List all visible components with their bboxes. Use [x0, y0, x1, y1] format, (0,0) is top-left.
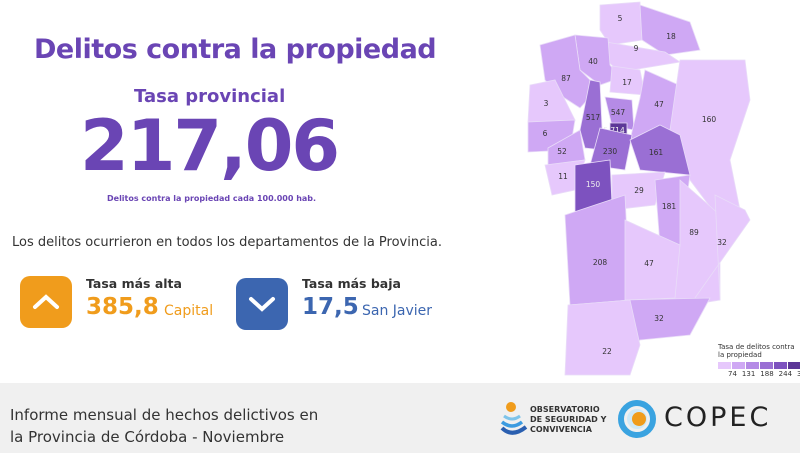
department-value-label: 87	[561, 74, 571, 83]
department-value-label: 150	[586, 180, 601, 189]
department-value-label: 208	[593, 258, 608, 267]
rate-note: Delitos contra la propiedad cada 100.000…	[107, 194, 317, 203]
copec-logo-text: COPEC	[664, 402, 772, 433]
subtitle: Tasa provincial	[134, 86, 286, 107]
page-title: Delitos contra la propiedad	[34, 34, 437, 65]
highest-value: 385,8	[86, 294, 159, 320]
department-value-label: 29	[634, 186, 644, 195]
legend-tick: 131	[741, 370, 756, 378]
legend-swatch	[732, 362, 745, 369]
department-value-label: 18	[666, 32, 676, 41]
legend-swatch	[746, 362, 759, 369]
lowest-place: San Javier	[362, 303, 433, 319]
department-value-label: 32	[654, 314, 664, 323]
observatorio-logo-icon	[500, 402, 528, 435]
department-region	[589, 127, 633, 171]
department-region	[639, 4, 701, 56]
legend-swatch	[774, 362, 787, 369]
footer-text: Informe mensual de hechos delictivos en …	[10, 404, 318, 448]
department-region	[564, 194, 631, 306]
highest-place: Capital	[164, 303, 214, 319]
legend-tick: 188	[760, 370, 774, 378]
legend-tick: 244	[778, 370, 793, 378]
legend-title: Tasa de delitos contra la propiedad	[718, 343, 795, 359]
department-value-label: 6	[543, 129, 548, 138]
department-region	[629, 124, 691, 176]
legend-swatch	[788, 362, 800, 369]
legend-tick: 74	[728, 370, 737, 378]
department-value-label: 52	[557, 147, 567, 156]
department-value-label: 160	[702, 115, 717, 124]
lowest-value: 17,5	[302, 294, 359, 320]
department-value-label: 89	[689, 228, 699, 237]
department-value-label: 181	[662, 202, 677, 211]
department-value-label: 17	[622, 78, 632, 87]
chevron-down-icon	[236, 278, 288, 330]
department-value-label: 547	[611, 108, 626, 117]
department-value-label: 161	[649, 148, 664, 157]
summary-text: Los delitos ocurrieron en todos los depa…	[12, 235, 442, 250]
department-region	[624, 219, 681, 301]
choropleth-map: 5 18 9 40 87 17 3 547 517 47 160 6 5 714 52 230 161 11 15…	[527, 1, 800, 376]
department-value-label: 11	[558, 172, 568, 181]
department-value-label: 9	[634, 44, 639, 53]
department-region	[564, 299, 641, 376]
department-value-label: 47	[644, 259, 654, 268]
department-value-label: 22	[602, 347, 612, 356]
department-value-label: 230	[603, 147, 618, 156]
department-value-label: 40	[588, 57, 598, 66]
footer-line1: Informe mensual de hechos delictivos en	[10, 406, 319, 424]
copec-logo-icon	[618, 400, 656, 438]
footer	[0, 383, 800, 453]
department-value-label: 3	[544, 99, 549, 108]
department-region	[689, 194, 751, 306]
observatorio-logo-text: OBSERVATORIO DE SEGURIDAD Y CONVIVENCIA	[530, 405, 607, 434]
legend-swatch	[718, 362, 731, 369]
legend-tick: 301	[797, 370, 800, 378]
legend-ticks: 74 131 188 244 301	[728, 370, 800, 378]
department-value-label: 47	[654, 100, 664, 109]
provincial-rate: 217,06	[80, 105, 340, 187]
lowest-label: Tasa más baja	[302, 276, 401, 291]
chevron-up-icon	[20, 276, 72, 328]
legend-swatch	[760, 362, 773, 369]
department-value-label: 32	[717, 238, 727, 247]
highest-label: Tasa más alta	[86, 276, 182, 291]
department-value-label: 517	[586, 113, 601, 122]
footer-line2: la Provincia de Córdoba - Noviembre	[10, 428, 285, 446]
department-value-label: 5 714	[603, 126, 625, 135]
department-region	[599, 1, 643, 46]
department-value-label: 5	[618, 14, 623, 23]
